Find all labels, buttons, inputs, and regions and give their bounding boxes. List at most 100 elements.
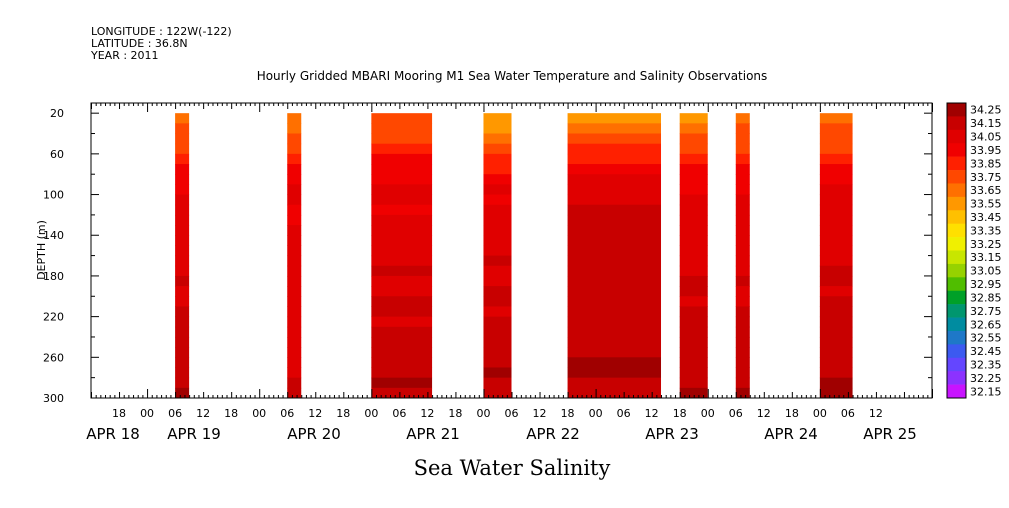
salinity-cell [287,143,302,155]
x-tick-label: 00 [701,407,715,420]
salinity-cell [819,316,853,328]
colorbar-swatch [947,156,966,171]
x-tick-label: 06 [841,407,855,420]
x-tick-label: 06 [168,407,182,420]
salinity-cell [371,367,433,379]
salinity-cell [483,316,512,328]
salinity-cell [175,225,190,236]
colorbar-swatch [947,143,966,157]
salinity-cell [371,225,433,236]
salinity-cell [371,316,433,328]
salinity-cell [483,143,512,155]
salinity-cell [483,225,512,236]
year-label: YEAR : 2011 [90,49,159,62]
colorbar-label: 33.25 [970,238,1002,251]
salinity-cell [371,255,433,267]
salinity-cell [371,235,433,246]
colorbar-swatch [947,250,966,265]
salinity-cell [819,296,853,307]
salinity-cell [567,184,662,196]
salinity-cell [287,214,302,226]
salinity-cell [567,316,662,328]
salinity-cell [287,316,302,328]
colorbar-label: 32.15 [970,385,1002,398]
salinity-cell [679,316,708,328]
salinity-cell [735,225,750,236]
salinity-cell [679,255,708,267]
salinity-segment [175,113,190,399]
y-tick-label: 140 [43,229,64,242]
colorbar-swatch [947,344,966,359]
colorbar-swatch [947,357,966,372]
x-tick-label: 18 [448,407,462,420]
salinity-cell [679,357,708,368]
salinity-cell [735,316,750,328]
salinity-cell [371,143,433,155]
salinity-cell [483,235,512,246]
salinity-cell [819,225,853,236]
salinity-cell [679,143,708,155]
salinity-cell [287,194,302,206]
salinity-cell [287,113,302,124]
salinity-cell [819,286,853,297]
salinity-cell [483,326,512,338]
salinity-cell [679,245,708,257]
colorbar-swatch [947,290,966,305]
salinity-cell [567,377,662,389]
salinity-cell [175,377,190,389]
salinity-segment [567,113,662,399]
salinity-cell [567,245,662,257]
salinity-cell [567,367,662,379]
salinity-cell [175,184,190,196]
salinity-cell [371,377,433,389]
x-tick-label: 12 [645,407,659,420]
salinity-cell [371,245,433,257]
colorbar-label: 32.25 [970,372,1002,385]
salinity-cell [483,357,512,368]
salinity-cell [483,286,512,297]
colorbar-label: 33.95 [970,144,1002,157]
salinity-cell [371,387,433,399]
salinity-cell [679,336,708,348]
colorbar-swatch [947,183,966,198]
salinity-cell [679,265,708,277]
salinity-cell [819,347,853,358]
salinity-cell [287,377,302,389]
x-date-label: APR 19 [167,425,221,443]
salinity-cell [735,296,750,307]
salinity-cell [567,235,662,246]
salinity-cell [371,204,433,216]
salinity-cell [567,113,662,124]
salinity-cell [287,245,302,257]
salinity-cell [819,174,853,185]
y-axis-label: DEPTH (m) [35,220,48,280]
salinity-cell [483,275,512,287]
salinity-cell [819,255,853,267]
salinity-cell [175,235,190,246]
x-tick-label: 18 [336,407,350,420]
salinity-segment [735,113,750,399]
salinity-cell [819,265,853,277]
colorbar-label: 33.15 [970,251,1002,264]
salinity-cell [371,153,433,165]
salinity-cell [483,204,512,216]
salinity-cell [175,357,190,368]
salinity-cell [819,164,853,175]
salinity-cell [735,255,750,267]
colorbar-swatch [947,237,966,251]
salinity-cell [819,245,853,257]
salinity-cell [483,123,512,135]
salinity-cell [483,377,512,389]
salinity-cell [819,113,853,124]
salinity-cell [483,265,512,277]
salinity-cell [483,367,512,379]
salinity-cell [679,194,708,206]
salinity-cell [175,275,190,287]
salinity-cell [483,387,512,399]
salinity-cell [567,133,662,145]
salinity-cell [679,133,708,145]
colorbar-swatch [947,304,966,318]
salinity-cell [287,184,302,196]
colorbar-swatch [947,129,966,144]
